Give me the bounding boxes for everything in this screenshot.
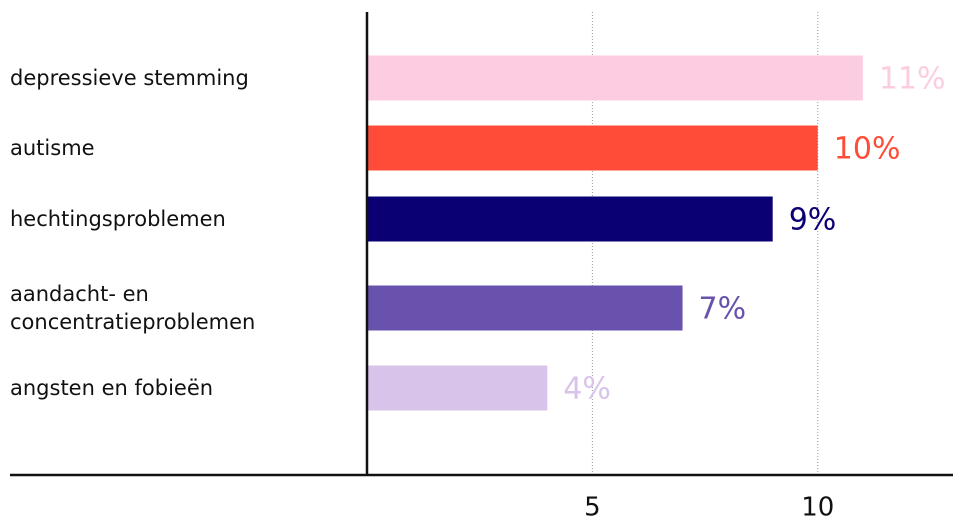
category-label: aandacht- en concentratieproblemen: [10, 282, 256, 334]
x-tick-label: 10: [801, 493, 834, 521]
x-tick-label: 5: [584, 493, 601, 521]
value-label: 7%: [699, 292, 747, 327]
value-label: 4%: [563, 372, 611, 407]
bar: [367, 285, 683, 331]
value-label: 9%: [789, 203, 837, 238]
category-label: depressieve stemming: [10, 66, 249, 90]
bar: [367, 365, 548, 411]
category-label: hechtingsproblemen: [10, 207, 226, 231]
bar: [367, 55, 863, 101]
category-label: angsten en fobieën: [10, 376, 214, 400]
value-label: 11%: [879, 62, 946, 97]
bar: [367, 125, 818, 171]
value-label: 10%: [834, 132, 901, 167]
category-label: autisme: [10, 136, 95, 160]
bar: [367, 196, 773, 242]
